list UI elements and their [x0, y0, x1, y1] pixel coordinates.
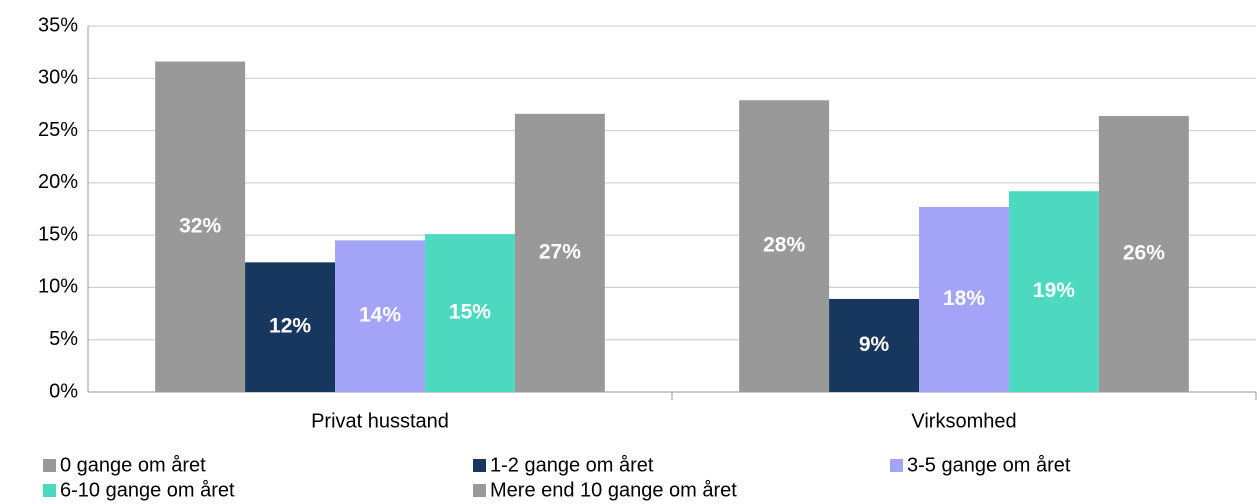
legend-swatch [890, 459, 903, 472]
bar [424, 234, 515, 392]
y-tick-label: 30% [38, 67, 78, 89]
value-label: 9% [859, 333, 890, 356]
legend-swatch [473, 459, 486, 472]
y-tick-label: 15% [38, 223, 78, 245]
legend-swatch [43, 459, 56, 472]
legend-label: 3-5 gange om året [907, 454, 1071, 476]
y-tick-label: 10% [38, 276, 78, 298]
value-label: 19% [1033, 279, 1075, 302]
y-tick-label: 25% [38, 119, 78, 141]
value-label: 14% [359, 304, 401, 327]
legend-label: 0 gange om året [60, 454, 206, 476]
bar [245, 262, 336, 392]
bar [1098, 115, 1189, 392]
value-label: 12% [269, 315, 311, 338]
legend-swatch [43, 484, 56, 497]
y-tick-label: 5% [49, 328, 78, 350]
bar [919, 206, 1009, 392]
bar [514, 113, 605, 392]
y-tick-label: 0% [49, 380, 78, 402]
value-label: 15% [449, 301, 491, 324]
bar [739, 100, 830, 392]
value-label: 27% [539, 240, 581, 263]
legend-label: Mere end 10 gange om året [490, 479, 737, 501]
y-tick-label: 20% [38, 171, 78, 193]
value-label: 28% [763, 234, 805, 257]
legend-label: 1-2 gange om året [490, 454, 654, 476]
bar [155, 61, 246, 392]
legend-label: 6-10 gange om året [60, 479, 235, 501]
x-tick-label: Privat husstand [311, 410, 449, 432]
value-label: 32% [179, 214, 221, 237]
x-tick-label: Virksomhed [911, 410, 1016, 432]
legend-swatch [473, 484, 486, 497]
bar [829, 298, 920, 392]
bar [335, 240, 425, 392]
value-label: 26% [1123, 242, 1165, 265]
value-label: 18% [943, 287, 985, 310]
bar [1008, 191, 1099, 392]
y-tick-label: 35% [38, 14, 78, 36]
